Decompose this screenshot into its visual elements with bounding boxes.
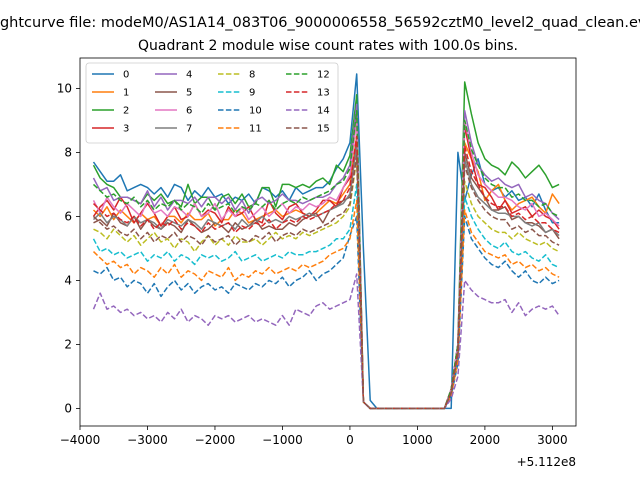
legend-label-2: 2 [123, 106, 129, 117]
legend-label-11: 11 [249, 124, 262, 135]
chart-suptitle: Lightcurve file: modeM0/AS1A14_083T06_90… [0, 15, 640, 31]
x-tick-label: 1000 [402, 433, 433, 447]
legend-label-5: 5 [186, 88, 192, 99]
legend-label-1: 1 [123, 88, 129, 99]
series-line-9 [92, 183, 560, 410]
legend-label-12: 12 [317, 70, 330, 81]
series-line-4 [92, 103, 560, 410]
legend-label-9: 9 [249, 88, 255, 99]
legend-label-6: 6 [186, 106, 192, 117]
chart-title: Quadrant 2 module wise count rates with … [138, 38, 518, 54]
x-tick-label: 3000 [537, 433, 568, 447]
series-line-14 [92, 273, 560, 410]
y-tick-label: 2 [64, 337, 72, 351]
series-line-5 [93, 138, 560, 410]
x-tick-label: 0 [346, 433, 354, 447]
series-line-2 [92, 81, 560, 410]
y-axis: 0 2 4 6 8 10 [57, 81, 80, 415]
legend-label-15: 15 [317, 124, 330, 135]
series-line-12 [92, 110, 560, 410]
plot-frame [79, 57, 577, 427]
legend-label-8: 8 [249, 70, 255, 81]
legend-label-7: 7 [186, 124, 192, 135]
series-line-6 [92, 119, 560, 410]
series-line-13 [92, 135, 560, 410]
x-axis: −4000 −3000 −2000 −1000 0 1000 2000 3000 [60, 426, 568, 447]
x-tick-label: −4000 [60, 433, 101, 447]
plot-lines [92, 73, 560, 410]
legend-label-14: 14 [317, 106, 330, 117]
series-line-8 [93, 158, 560, 410]
series-line-10 [93, 215, 560, 410]
x-offset-label: +5.112e8 [517, 455, 576, 469]
x-tick-label: −1000 [262, 433, 303, 447]
y-tick-label: 10 [57, 81, 72, 95]
legend-label-3: 3 [123, 124, 129, 135]
x-tick-label: −3000 [127, 433, 168, 447]
series-line-11 [92, 199, 560, 410]
y-tick-label: 8 [64, 145, 72, 159]
legend-label-4: 4 [186, 70, 192, 81]
y-tick-label: 4 [64, 273, 72, 287]
legend-label-13: 13 [317, 88, 330, 99]
y-tick-label: 6 [64, 209, 72, 223]
x-tick-label: 2000 [470, 433, 501, 447]
series-line-15 [92, 154, 560, 410]
legend-label-0: 0 [123, 70, 129, 81]
legend-label-10: 10 [249, 106, 262, 117]
x-tick-label: −2000 [195, 433, 236, 447]
y-tick-label: 0 [64, 401, 72, 415]
legend-frame [85, 62, 339, 144]
